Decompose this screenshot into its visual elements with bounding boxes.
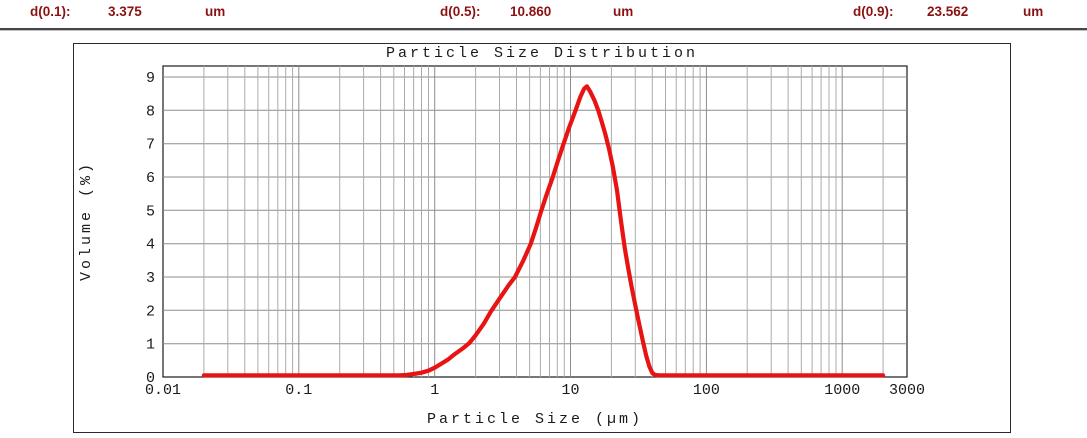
chart-title: Particle Size Distribution	[385, 45, 699, 62]
d10-unit: um	[205, 4, 226, 19]
plot-border	[162, 65, 908, 378]
x-tick-label: 100	[693, 382, 720, 399]
y-tick-label: 2	[146, 303, 155, 320]
y-gridlines	[163, 76, 907, 345]
y-axis-label: Volume (%)	[78, 161, 95, 281]
x-gridlines	[203, 66, 884, 377]
y-tick-label: 4	[146, 237, 155, 254]
x-tick-label: 0.01	[145, 382, 181, 399]
y-tick-label: 3	[146, 270, 155, 287]
y-tick-label: 6	[146, 170, 155, 187]
x-tick-label: 0.1	[285, 382, 312, 399]
d50-value: 10.860	[510, 4, 552, 19]
distribution-curve	[201, 84, 886, 378]
y-tick-label: 9	[146, 70, 155, 87]
y-tick-label: 1	[146, 337, 155, 354]
x-tick-label: 3000	[889, 382, 925, 399]
d90-label: d(0.9):	[853, 4, 894, 19]
d90-value: 23.562	[927, 4, 969, 19]
d90-unit: um	[1023, 4, 1044, 19]
chart-frame: Particle Size Distribution Volume (%) Pa…	[73, 43, 1011, 433]
x-tick-label: 10	[561, 382, 579, 399]
y-tick-label: 7	[146, 137, 155, 154]
d50-unit: um	[613, 4, 634, 19]
psd-chart-svg: Volume (%) Particle Size (µm) 0.01 0.1 1 10…	[78, 65, 925, 428]
x-tick-label: 1000	[824, 382, 860, 399]
d10-label: d(0.1):	[30, 4, 71, 19]
y-tick-label: 0	[146, 370, 155, 387]
y-tick-label: 8	[146, 103, 155, 120]
d10-value: 3.375	[108, 4, 142, 19]
x-axis-label: Particle Size (µm)	[427, 411, 643, 428]
y-tick-label: 5	[146, 203, 155, 220]
x-tick-label: 1	[430, 382, 439, 399]
header-divider	[0, 28, 1087, 31]
d50-label: d(0.5):	[440, 4, 481, 19]
